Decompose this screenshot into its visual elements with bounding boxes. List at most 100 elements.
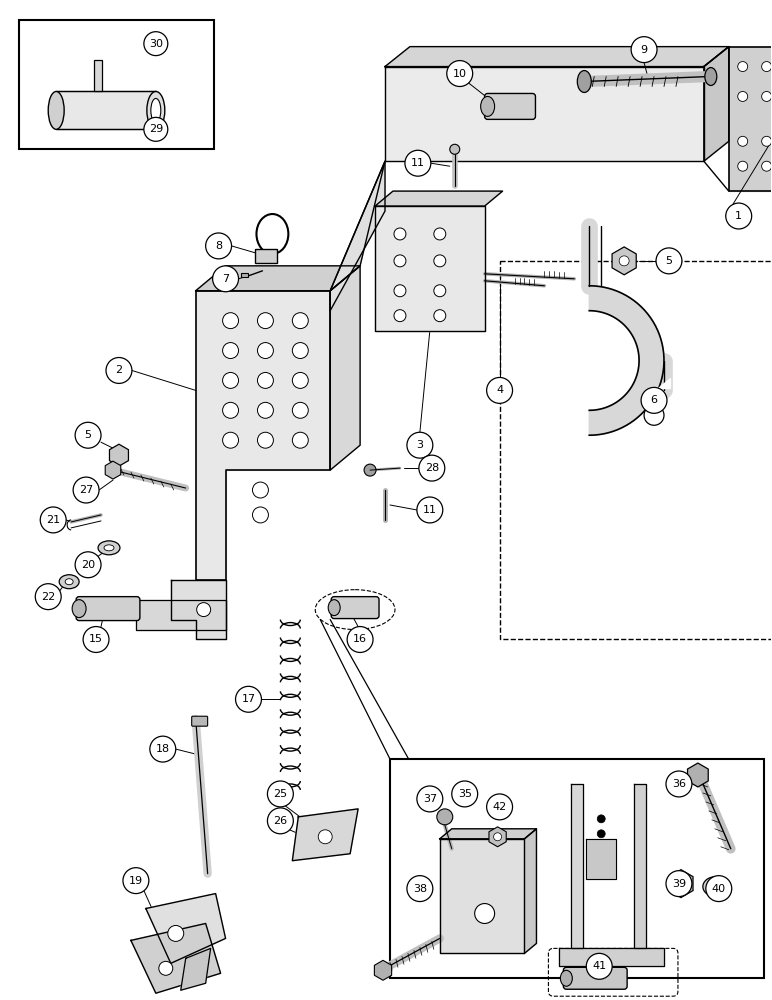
Polygon shape	[181, 948, 211, 990]
Circle shape	[144, 117, 168, 141]
Polygon shape	[634, 784, 646, 948]
Circle shape	[123, 868, 149, 894]
Ellipse shape	[65, 579, 73, 585]
Circle shape	[586, 953, 612, 979]
Polygon shape	[375, 206, 485, 331]
Circle shape	[75, 552, 101, 578]
Circle shape	[222, 313, 239, 329]
Circle shape	[212, 266, 239, 292]
Circle shape	[706, 876, 732, 902]
Polygon shape	[440, 839, 524, 953]
Polygon shape	[385, 67, 704, 161]
Text: 8: 8	[215, 241, 222, 251]
Text: 4: 4	[496, 385, 503, 395]
Circle shape	[738, 136, 748, 146]
Circle shape	[738, 161, 748, 171]
Circle shape	[666, 771, 692, 797]
Circle shape	[598, 815, 605, 823]
Text: 27: 27	[79, 485, 93, 495]
Ellipse shape	[98, 541, 120, 555]
Polygon shape	[330, 161, 385, 311]
Circle shape	[150, 736, 176, 762]
Bar	[499, 261, 772, 639]
Circle shape	[675, 878, 687, 890]
Circle shape	[434, 310, 445, 322]
Polygon shape	[440, 829, 537, 839]
Ellipse shape	[48, 91, 64, 129]
Circle shape	[75, 422, 101, 448]
Polygon shape	[375, 191, 503, 206]
Circle shape	[631, 37, 657, 63]
Text: 16: 16	[353, 634, 367, 644]
Circle shape	[318, 830, 332, 844]
Text: 1: 1	[735, 211, 742, 221]
Circle shape	[222, 343, 239, 359]
Text: 36: 36	[672, 779, 686, 789]
FancyBboxPatch shape	[256, 249, 277, 263]
Ellipse shape	[151, 98, 161, 122]
Text: 20: 20	[81, 560, 95, 570]
Circle shape	[258, 402, 273, 418]
FancyBboxPatch shape	[564, 967, 627, 989]
Text: 40: 40	[712, 884, 726, 894]
Circle shape	[258, 343, 273, 359]
Polygon shape	[171, 580, 225, 639]
Ellipse shape	[147, 91, 164, 129]
Bar	[19, 20, 214, 149]
Circle shape	[405, 150, 431, 176]
Ellipse shape	[481, 96, 495, 116]
Ellipse shape	[72, 600, 86, 618]
Circle shape	[235, 686, 262, 712]
Text: 42: 42	[493, 802, 506, 812]
Text: 21: 21	[46, 515, 60, 525]
Text: 19: 19	[129, 876, 143, 886]
Polygon shape	[524, 829, 537, 953]
Text: 29: 29	[149, 124, 163, 134]
FancyBboxPatch shape	[485, 93, 536, 119]
Circle shape	[293, 313, 308, 329]
Polygon shape	[131, 923, 221, 993]
FancyBboxPatch shape	[56, 91, 156, 129]
Circle shape	[738, 62, 748, 72]
Circle shape	[394, 310, 406, 322]
Circle shape	[434, 285, 445, 297]
Ellipse shape	[560, 970, 572, 986]
Text: 11: 11	[423, 505, 437, 515]
Text: 25: 25	[273, 789, 287, 799]
Circle shape	[762, 91, 771, 101]
Circle shape	[293, 402, 308, 418]
Circle shape	[394, 285, 406, 297]
Circle shape	[222, 432, 239, 448]
Text: 11: 11	[411, 158, 425, 168]
Circle shape	[159, 961, 173, 975]
Circle shape	[364, 464, 376, 476]
Text: 28: 28	[425, 463, 439, 473]
Circle shape	[83, 627, 109, 652]
Circle shape	[222, 402, 239, 418]
Text: 5: 5	[85, 430, 92, 440]
FancyBboxPatch shape	[331, 597, 379, 619]
Circle shape	[293, 343, 308, 359]
Ellipse shape	[709, 882, 722, 892]
Polygon shape	[195, 266, 360, 291]
Polygon shape	[658, 378, 670, 388]
Circle shape	[222, 372, 239, 388]
Text: 15: 15	[89, 634, 103, 644]
Circle shape	[197, 603, 211, 617]
Text: 38: 38	[413, 884, 427, 894]
Circle shape	[452, 781, 478, 807]
Polygon shape	[293, 809, 358, 861]
Circle shape	[252, 482, 269, 498]
Circle shape	[293, 432, 308, 448]
Circle shape	[394, 255, 406, 267]
Polygon shape	[729, 47, 772, 191]
Circle shape	[407, 432, 433, 458]
Text: 41: 41	[592, 961, 606, 971]
Circle shape	[258, 432, 273, 448]
Circle shape	[168, 925, 184, 941]
Polygon shape	[704, 47, 729, 161]
Circle shape	[394, 228, 406, 240]
Circle shape	[493, 833, 502, 841]
Circle shape	[407, 876, 433, 902]
Circle shape	[417, 497, 443, 523]
